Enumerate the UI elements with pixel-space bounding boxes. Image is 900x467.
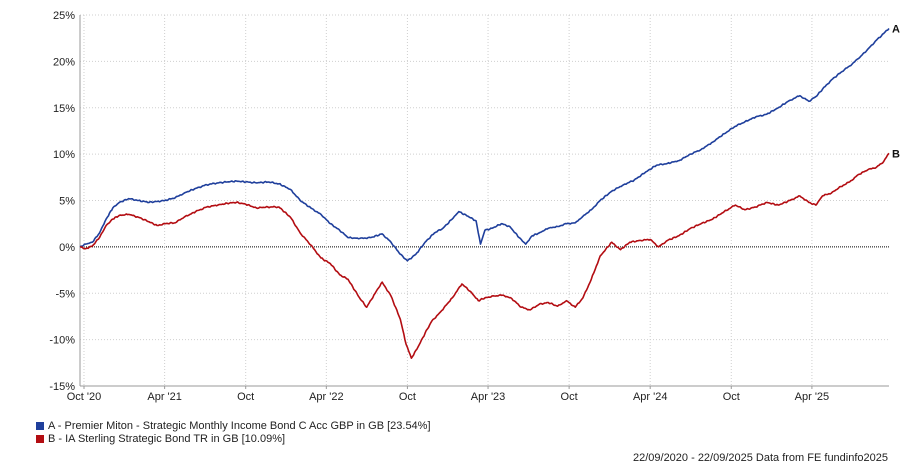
- chart-legend: A - Premier Miton - Strategic Monthly In…: [36, 419, 431, 445]
- legend-item-a: A - Premier Miton - Strategic Monthly In…: [36, 419, 431, 432]
- legend-label-b: B - IA Sterling Strategic Bond TR in GB …: [48, 432, 286, 445]
- x-tick-label: Oct: [723, 391, 740, 403]
- date-range-source-footer: 22/09/2020 - 22/09/2025 Data from FE fun…: [632, 452, 888, 464]
- series-end-label-a: A: [892, 24, 900, 36]
- legend-swatch-b: [36, 434, 44, 443]
- x-tick-label: Oct: [561, 391, 578, 403]
- series-line-a: [79, 27, 890, 262]
- legend-swatch-a: [36, 421, 44, 430]
- y-tick-label: 20%: [53, 56, 75, 68]
- legend-item-b: B - IA Sterling Strategic Bond TR in GB …: [36, 432, 431, 445]
- x-tick-label: Apr '22: [309, 391, 344, 403]
- y-tick-label: -5%: [55, 288, 75, 300]
- chart-end-labels: AB: [892, 24, 900, 161]
- legend-label-a: A - Premier Miton - Strategic Monthly In…: [48, 419, 431, 432]
- x-tick-label: Oct '20: [67, 391, 102, 403]
- y-tick-label: 10%: [53, 149, 75, 161]
- series-end-label-b: B: [892, 148, 900, 160]
- y-tick-label: -15%: [49, 381, 75, 393]
- y-tick-label: -10%: [49, 335, 75, 347]
- x-tick-label: Apr '23: [471, 391, 506, 403]
- y-tick-label: 25%: [53, 10, 75, 22]
- y-tick-label: 5%: [59, 196, 75, 208]
- y-tick-label: 0%: [59, 242, 75, 254]
- chart-gridlines: [80, 14, 889, 386]
- x-tick-label: Oct: [237, 391, 254, 403]
- x-tick-label: Oct: [399, 391, 416, 403]
- y-tick-label: 15%: [53, 103, 75, 115]
- performance-line-chart: 25% 20% 15% 10% 5% 0% -5% -10% -15%Oct '20 Apr '2…: [49, 10, 900, 403]
- x-tick-label: Apr '25: [795, 391, 830, 403]
- chart-axes: 25% 20% 15% 10% 5% 0% -5% -10% -15%Oct '20 Apr '2…: [49, 10, 889, 403]
- series-line-b: [79, 152, 890, 359]
- x-tick-label: Apr '24: [633, 391, 668, 403]
- chart-series: [79, 27, 890, 359]
- x-tick-label: Apr '21: [147, 391, 182, 403]
